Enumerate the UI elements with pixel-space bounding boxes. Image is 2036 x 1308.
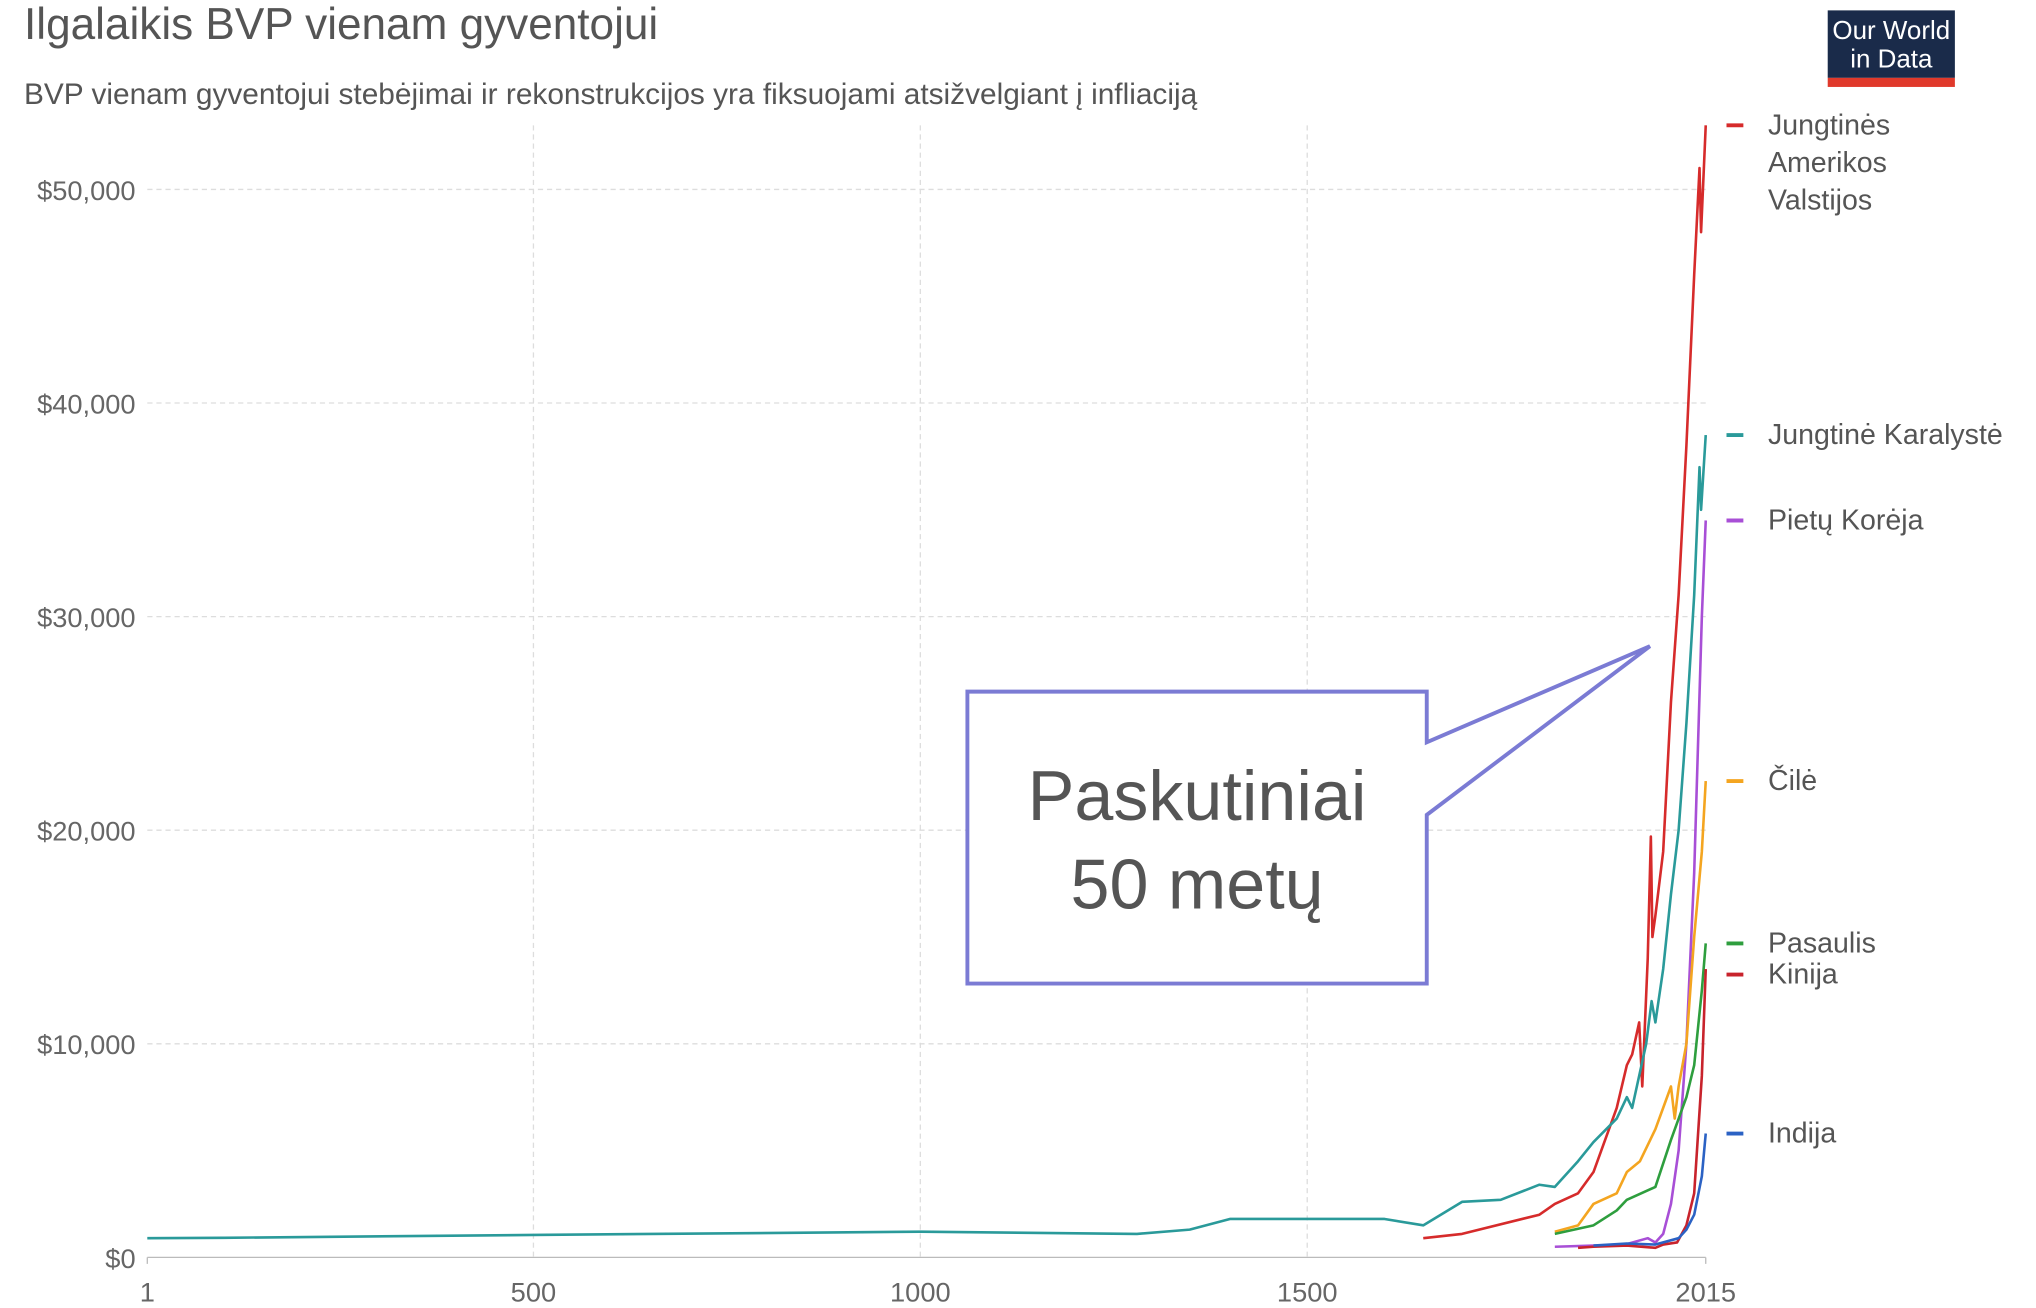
x-tick-label: 1500 xyxy=(1277,1277,1338,1308)
y-tick-label: $0 xyxy=(105,1243,135,1274)
legend-label: Indija xyxy=(1768,1118,1836,1150)
legend-label: Pasaulis xyxy=(1768,927,1876,959)
series-line xyxy=(1554,943,1708,1236)
logo-text: Our World xyxy=(1832,17,1950,45)
x-tick-label: 2015 xyxy=(1675,1277,1736,1308)
x-tick-label: 1 xyxy=(140,1277,155,1308)
chart-title: Ilgalaikis BVP vienam gyventojui xyxy=(24,0,658,49)
series-line xyxy=(1554,520,1708,1249)
lines xyxy=(147,125,1708,1250)
annotation: 50 metų xyxy=(1070,845,1323,923)
logo: Our World in Data xyxy=(1827,10,1955,87)
x-tick-label: 500 xyxy=(511,1277,556,1308)
series-line xyxy=(147,435,1708,1240)
legend-label: Pietų Korėja xyxy=(1768,505,1924,537)
series-line xyxy=(1593,1133,1708,1247)
callout: Paskutiniai 50 metų xyxy=(965,644,1652,986)
y-tick-label: $20,000 xyxy=(37,816,136,847)
y-tick-label: $10,000 xyxy=(37,1029,136,1060)
y-tick-label: $30,000 xyxy=(37,602,136,633)
legend-label: Jungtinės Amerikos Valstijos xyxy=(1768,109,1898,216)
legend-label: Jungtinė Karalystė xyxy=(1768,419,2003,451)
callout-box xyxy=(965,644,1652,986)
logo-bar xyxy=(1827,77,1955,87)
chart-subtitle: BVP vienam gyventojui stebėjimai ir reko… xyxy=(24,78,1198,111)
series-line xyxy=(1423,125,1708,1240)
annotation: Paskutiniai xyxy=(1028,757,1367,835)
legend-label: Čilė xyxy=(1768,765,1817,797)
logo-box xyxy=(1827,10,1955,78)
legend: Jungtinės Amerikos Valstijos Jungtinė Kar… xyxy=(1726,109,2003,1150)
y-tick-label: $50,000 xyxy=(37,175,136,206)
y-tick-label: $40,000 xyxy=(37,388,136,419)
logo-text: in Data xyxy=(1850,45,1933,73)
series-line xyxy=(1554,780,1708,1233)
series-line xyxy=(1577,969,1708,1250)
legend-label: Kinija xyxy=(1768,959,1838,991)
x-tick-label: 1000 xyxy=(890,1277,951,1308)
